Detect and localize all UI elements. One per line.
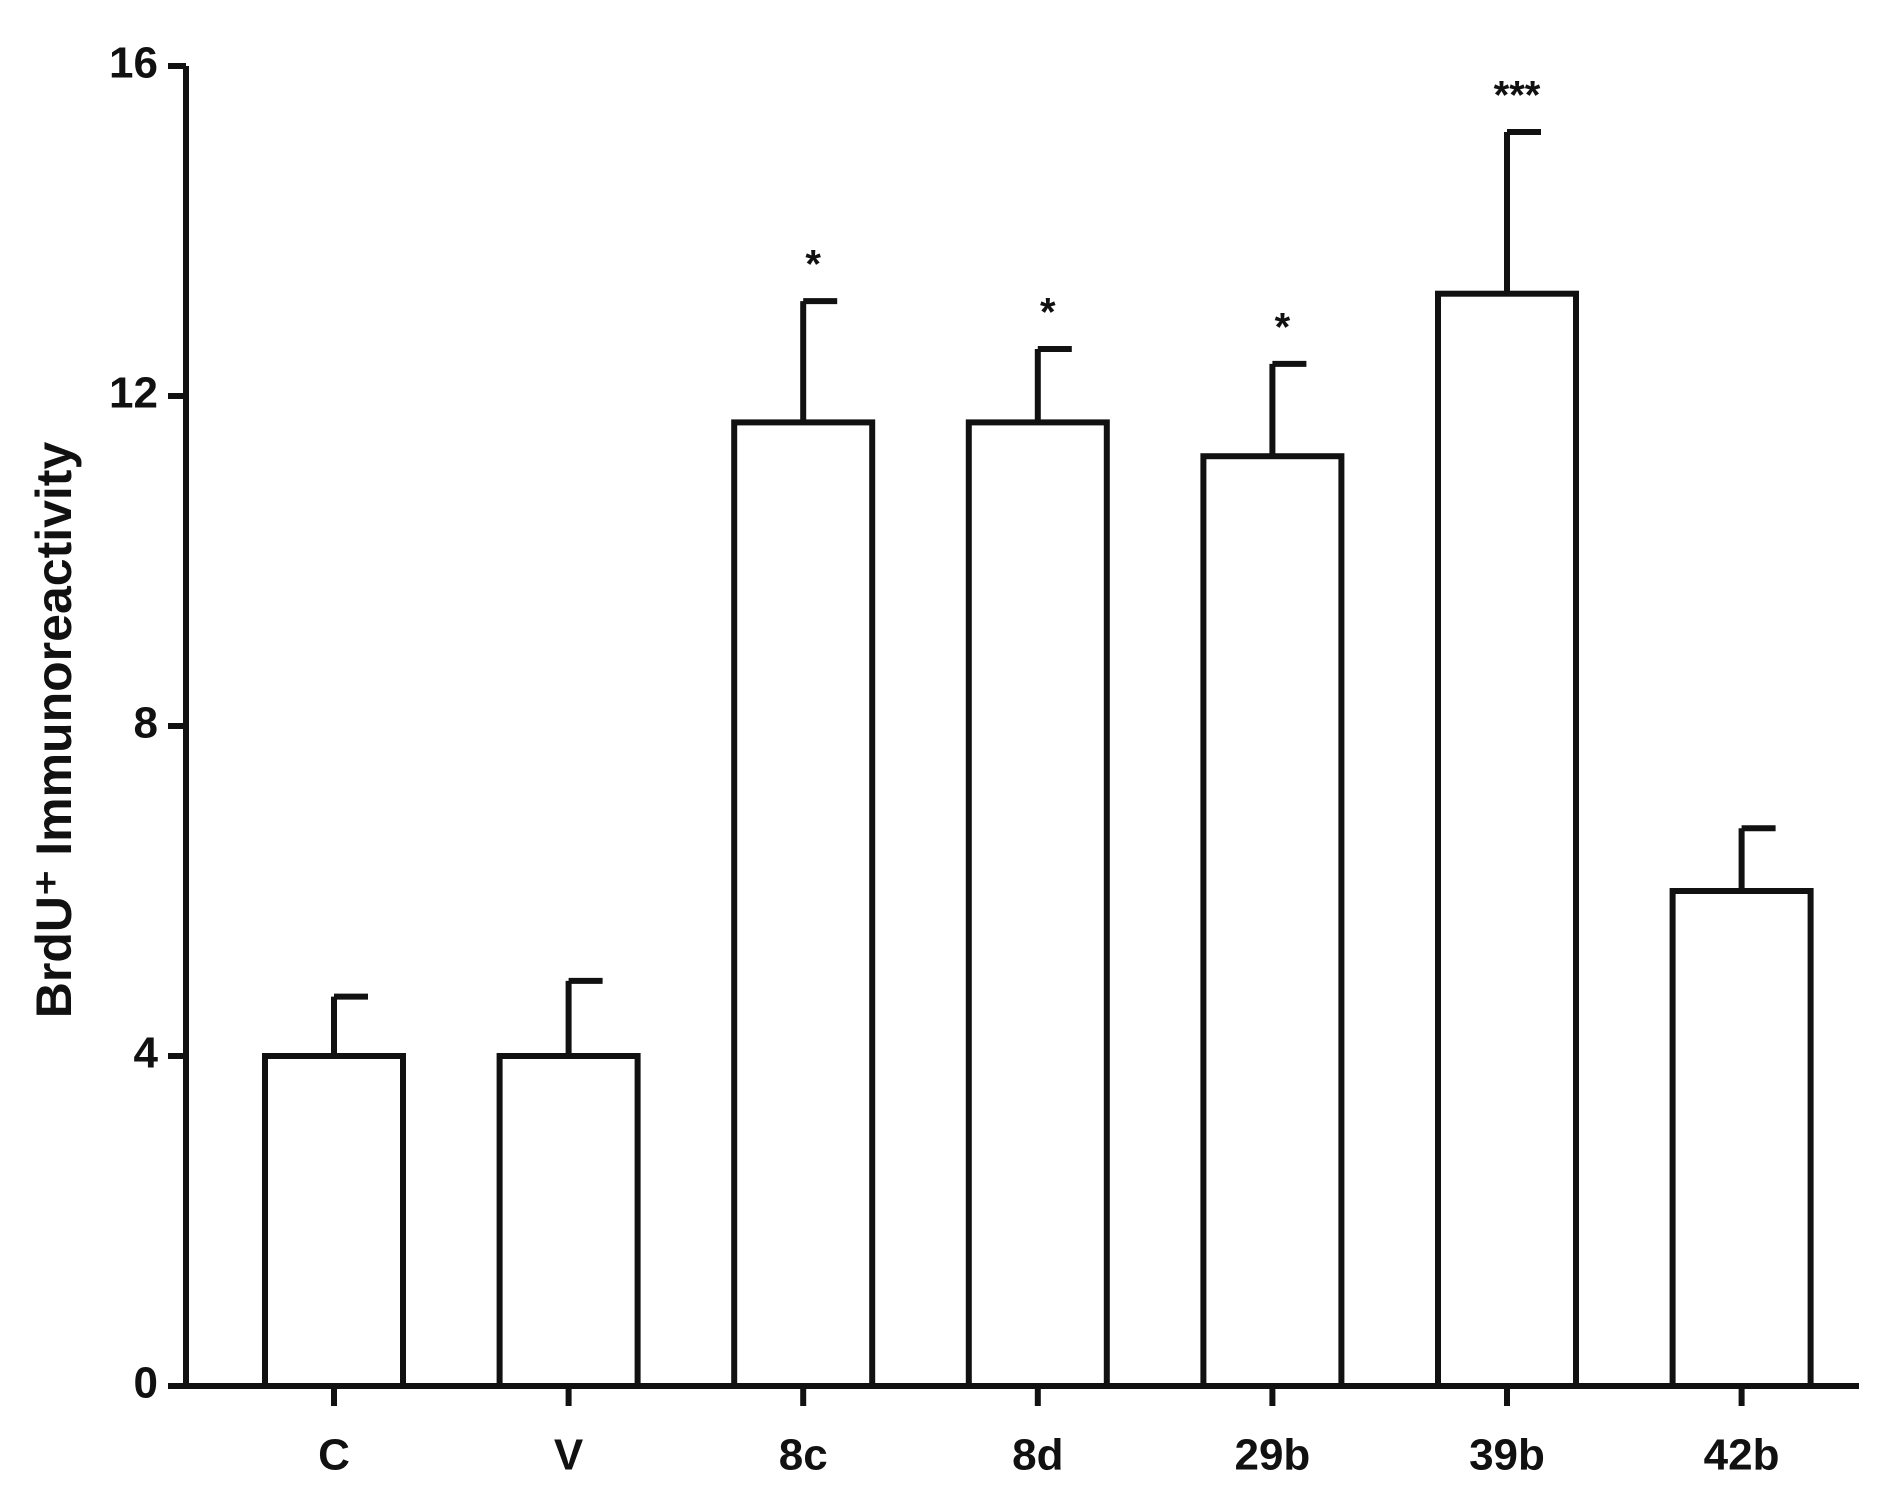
x-tick-label: 8c xyxy=(779,1431,828,1480)
y-tick-label: 8 xyxy=(134,699,158,748)
bar xyxy=(965,419,1110,1389)
y-tick-label: 4 xyxy=(134,1029,159,1078)
x-tick-label: 8d xyxy=(1012,1431,1063,1480)
x-tick-label: 39b xyxy=(1469,1431,1545,1480)
bar xyxy=(1435,290,1579,1390)
significance-label: *** xyxy=(1494,74,1541,118)
significance-label: * xyxy=(1275,305,1291,349)
bar xyxy=(1200,453,1345,1390)
y-tick-label: 0 xyxy=(134,1359,158,1408)
y-tick-label: 16 xyxy=(109,39,158,88)
bar xyxy=(1669,888,1814,1389)
x-tick-label: C xyxy=(318,1431,350,1480)
y-tick-label: 12 xyxy=(109,369,158,418)
bar xyxy=(496,1053,641,1389)
x-tick-label: 42b xyxy=(1704,1431,1780,1480)
significance-label: * xyxy=(1040,291,1056,335)
x-tick-label: 29b xyxy=(1234,1431,1310,1480)
bar xyxy=(262,1053,406,1389)
y-axis-label: BrdU⁺ Immunoreactivity xyxy=(26,442,82,1019)
significance-label: * xyxy=(805,243,821,287)
x-tick-label: V xyxy=(554,1431,584,1480)
bar xyxy=(731,419,876,1389)
